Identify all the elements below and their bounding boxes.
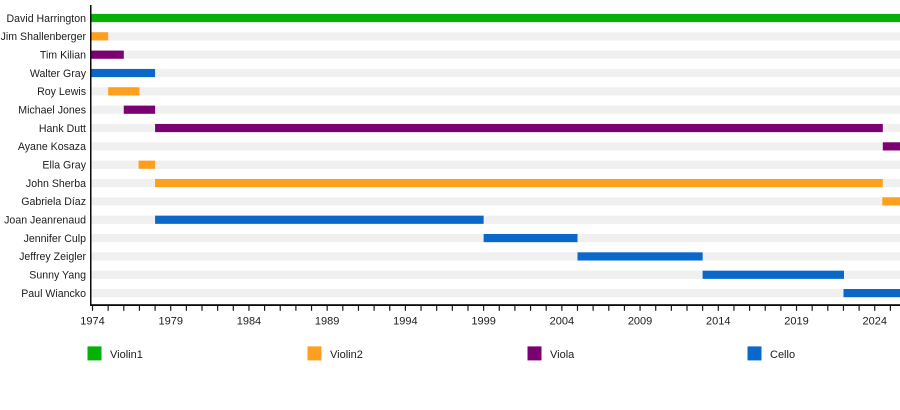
svg-text:Jeffrey Zeigler: Jeffrey Zeigler — [19, 251, 86, 263]
svg-text:Sunny Yang: Sunny Yang — [29, 270, 86, 282]
svg-text:1979: 1979 — [158, 316, 182, 328]
svg-text:2024: 2024 — [863, 316, 887, 328]
svg-text:Ella Gray: Ella Gray — [42, 160, 86, 172]
svg-text:1974: 1974 — [80, 316, 104, 328]
svg-text:1999: 1999 — [471, 316, 495, 328]
svg-text:Jim Shallenberger: Jim Shallenberger — [1, 31, 87, 43]
svg-text:Hank Dutt: Hank Dutt — [39, 123, 86, 135]
svg-text:Walter Gray: Walter Gray — [30, 68, 87, 80]
svg-text:2019: 2019 — [784, 316, 808, 328]
svg-text:1994: 1994 — [393, 316, 417, 328]
svg-text:Gabriela Díaz: Gabriela Díaz — [21, 196, 86, 208]
svg-text:2009: 2009 — [628, 316, 652, 328]
svg-text:1989: 1989 — [315, 316, 339, 328]
svg-text:Cello: Cello — [770, 349, 795, 361]
svg-text:Roy Lewis: Roy Lewis — [37, 86, 86, 98]
svg-text:1984: 1984 — [237, 316, 261, 328]
svg-text:Tim Kilian: Tim Kilian — [40, 49, 86, 61]
svg-text:Joan Jeanrenaud: Joan Jeanrenaud — [4, 215, 86, 227]
svg-text:Michael Jones: Michael Jones — [18, 105, 86, 117]
svg-text:Jennifer Culp: Jennifer Culp — [24, 233, 87, 245]
svg-text:David Harrington: David Harrington — [7, 13, 87, 25]
svg-text:2004: 2004 — [550, 316, 574, 328]
svg-text:Violin1: Violin1 — [110, 349, 143, 361]
svg-text:2014: 2014 — [706, 316, 730, 328]
svg-text:Paul Wiancko: Paul Wiancko — [21, 288, 86, 300]
svg-text:Violin2: Violin2 — [330, 349, 363, 361]
svg-text:Ayane Kosaza: Ayane Kosaza — [18, 141, 86, 153]
svg-text:John Sherba: John Sherba — [26, 178, 86, 190]
svg-text:Viola: Viola — [550, 349, 575, 361]
